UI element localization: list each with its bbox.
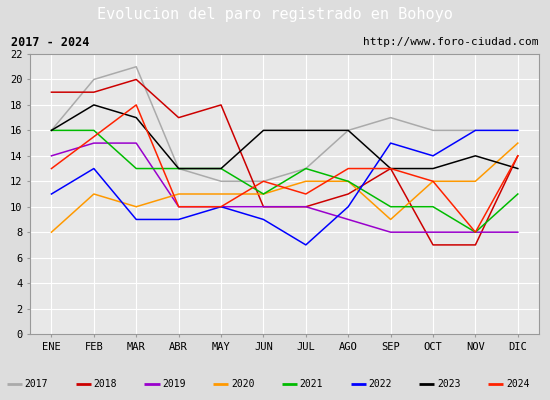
- Text: 2020: 2020: [231, 379, 255, 389]
- Text: 2024: 2024: [506, 379, 530, 389]
- Text: http://www.foro-ciudad.com: http://www.foro-ciudad.com: [364, 37, 539, 47]
- Text: 2023: 2023: [437, 379, 461, 389]
- Text: 2019: 2019: [162, 379, 186, 389]
- Text: Evolucion del paro registrado en Bohoyo: Evolucion del paro registrado en Bohoyo: [97, 8, 453, 22]
- Text: 2017 - 2024: 2017 - 2024: [11, 36, 89, 48]
- Text: 2018: 2018: [94, 379, 117, 389]
- Text: 2017: 2017: [25, 379, 48, 389]
- Text: 2022: 2022: [368, 379, 392, 389]
- Text: 2021: 2021: [300, 379, 323, 389]
